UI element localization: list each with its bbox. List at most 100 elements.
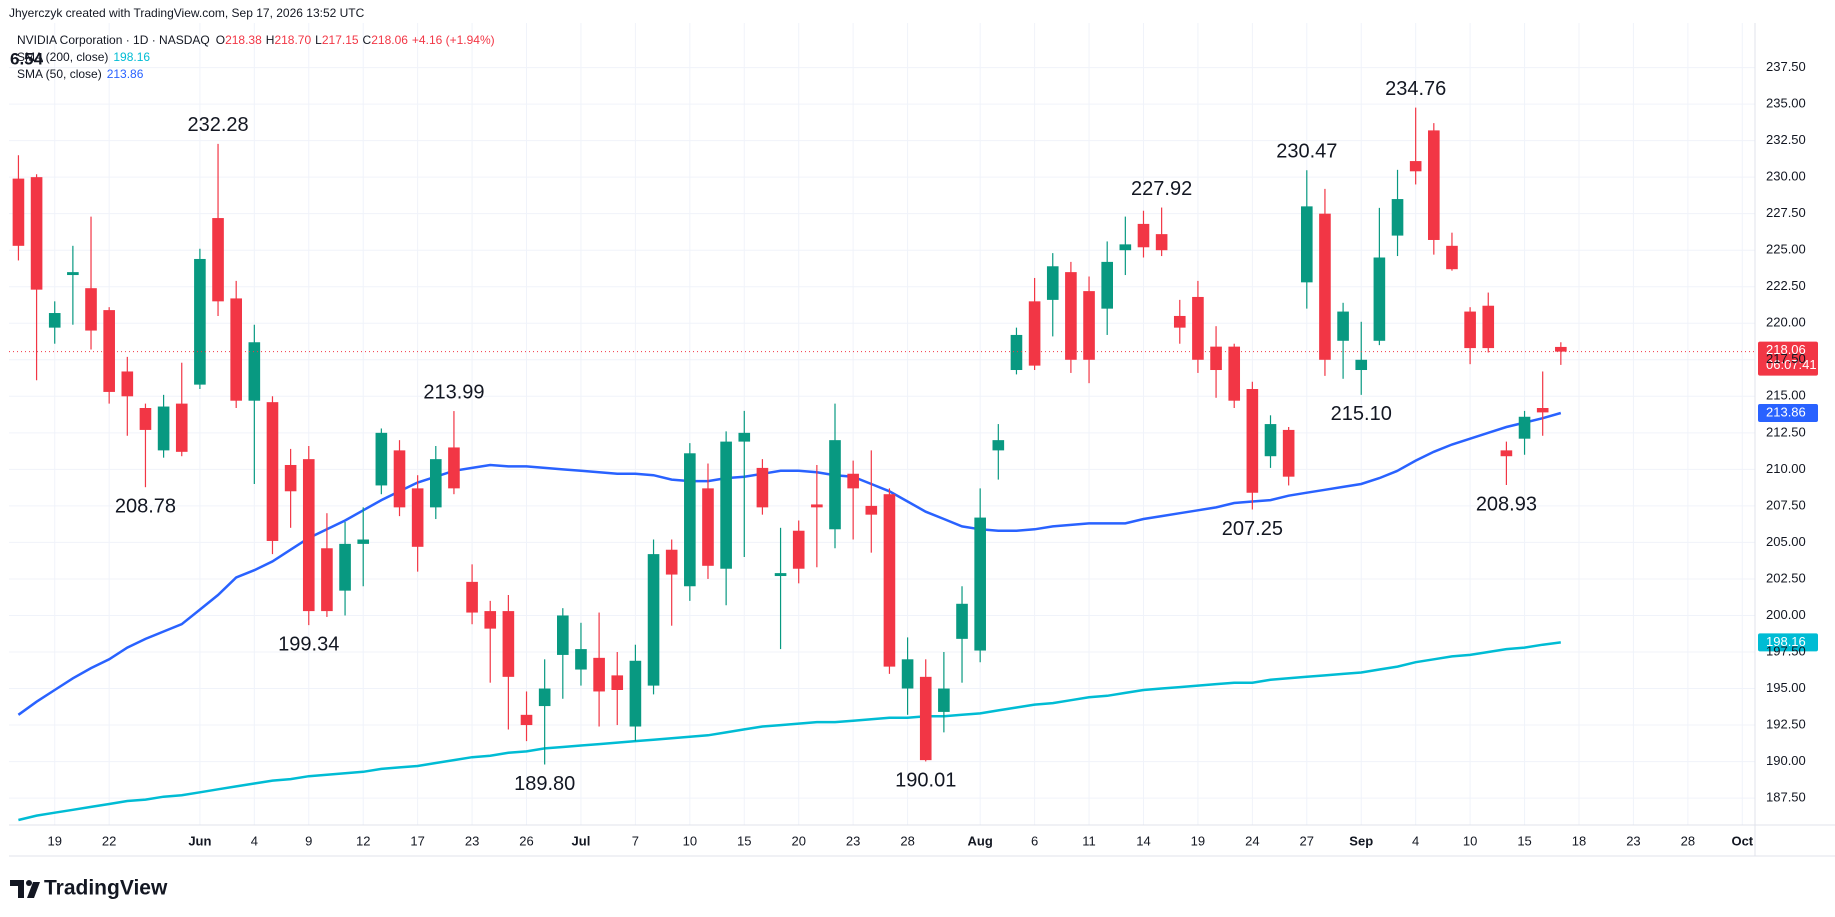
candle-body (339, 543, 351, 591)
candle-body (1228, 346, 1241, 401)
y-tick-label: 195.00 (1766, 680, 1806, 695)
candle-body (448, 447, 460, 489)
candle-body (1337, 311, 1349, 341)
candle-body (756, 467, 769, 508)
indicator-price-tag (1758, 403, 1818, 422)
grid (9, 23, 1755, 825)
candles (12, 107, 1567, 765)
candle-body (1046, 266, 1059, 300)
x-tick-label: 14 (1136, 833, 1150, 848)
candle-body (829, 440, 841, 530)
candle-body (919, 676, 932, 761)
candle-body (1555, 346, 1567, 352)
y-tick-label: 227.50 (1766, 205, 1806, 220)
candle-body (974, 517, 986, 651)
candle-body (1518, 416, 1531, 439)
candle-body (1464, 311, 1476, 349)
ohlc-value: 218.70 (274, 33, 311, 47)
candle-body (1264, 424, 1277, 457)
y-tick-label: 187.50 (1766, 790, 1806, 805)
brand-logo: TradingView (10, 877, 168, 900)
candle-body (157, 406, 170, 451)
candle-body (1391, 199, 1404, 236)
overlap-text: 6.54 (10, 49, 44, 68)
candle-body (847, 473, 859, 489)
candle-body (266, 402, 279, 541)
x-tick-label: 19 (47, 833, 61, 848)
y-tick-label: 197.50 (1766, 643, 1806, 658)
candle-body (284, 464, 297, 492)
x-tick-label: Jul (572, 833, 591, 848)
x-tick-label: Oct (1731, 833, 1753, 848)
candle-body (792, 530, 805, 569)
candle-body (175, 403, 188, 452)
candle-body (212, 218, 224, 302)
legend-symbol-row: NVIDIA Corporation · 1D · NASDAQ O218.38 H… (17, 33, 495, 47)
candle-body (520, 714, 533, 726)
x-tick-label: 9 (305, 833, 312, 848)
extreme-label: 208.93 (1476, 493, 1537, 515)
countdown: 06:07:41 (1766, 357, 1817, 372)
candle-body (194, 258, 206, 385)
candle-body (1192, 296, 1204, 360)
sma-line (18, 641, 1561, 822)
legend-name: SMA (200, close) (17, 50, 108, 64)
ohlc-key: O (216, 33, 225, 47)
candle-body (1119, 244, 1132, 251)
extreme-label: 207.25 (1222, 518, 1283, 540)
y-tick-label: 212.50 (1766, 424, 1806, 439)
legend-sma200: SMA (200, close) 198.16 (17, 50, 150, 64)
candle-body (1010, 334, 1023, 371)
x-tick-label: 18 (1572, 833, 1586, 848)
ohlc-key: H (266, 33, 275, 47)
candle-body (1282, 429, 1295, 477)
candle-body (302, 459, 315, 612)
logo-dot (26, 880, 32, 886)
x-tick-label: 10 (1463, 833, 1477, 848)
y-tick-label: 220.00 (1766, 315, 1806, 330)
candle-body (575, 649, 587, 670)
x-tick-label: 23 (846, 833, 860, 848)
candle-body (702, 488, 714, 566)
candle-body (738, 432, 751, 442)
candle-body (230, 298, 242, 401)
candle-body (12, 178, 25, 246)
x-tick-label: Aug (968, 833, 993, 848)
candle-body (1319, 213, 1331, 360)
candle-body (901, 659, 914, 689)
candle-body (647, 554, 660, 686)
candle-body (30, 177, 43, 290)
candle-body (1536, 408, 1549, 413)
candle-body (375, 432, 388, 486)
candle-body (248, 342, 261, 401)
x-tick-label: 4 (251, 833, 258, 848)
candle-body (684, 453, 696, 587)
extreme-label: 227.92 (1131, 178, 1192, 200)
candle-body (484, 611, 497, 629)
x-tick-label: 27 (1300, 833, 1314, 848)
logo-slash (27, 882, 40, 898)
candle-body (411, 488, 424, 547)
x-tick-label: 28 (900, 833, 914, 848)
x-tick-label: 19 (1191, 833, 1205, 848)
candle-body (121, 371, 134, 397)
candle-body (720, 441, 732, 569)
candle-body (865, 505, 878, 515)
candle-body (1300, 206, 1313, 283)
x-tick-label: 23 (1626, 833, 1640, 848)
y-tick-label: 210.00 (1766, 461, 1806, 476)
x-tick-label: 17 (410, 833, 424, 848)
candle-body (1246, 389, 1259, 493)
candle-body (48, 313, 61, 328)
x-tick-label: 23 (465, 833, 479, 848)
legend-value: 198.16 (113, 50, 150, 64)
y-tick-label: 200.00 (1766, 607, 1806, 622)
indicator-price-tag (1758, 633, 1818, 652)
legend-value: 213.86 (107, 67, 144, 81)
candle-body (1355, 359, 1368, 371)
candle-body (629, 660, 642, 727)
extreme-label: 189.80 (514, 773, 575, 795)
candle-body (1101, 261, 1113, 309)
candle-body (1500, 450, 1513, 457)
